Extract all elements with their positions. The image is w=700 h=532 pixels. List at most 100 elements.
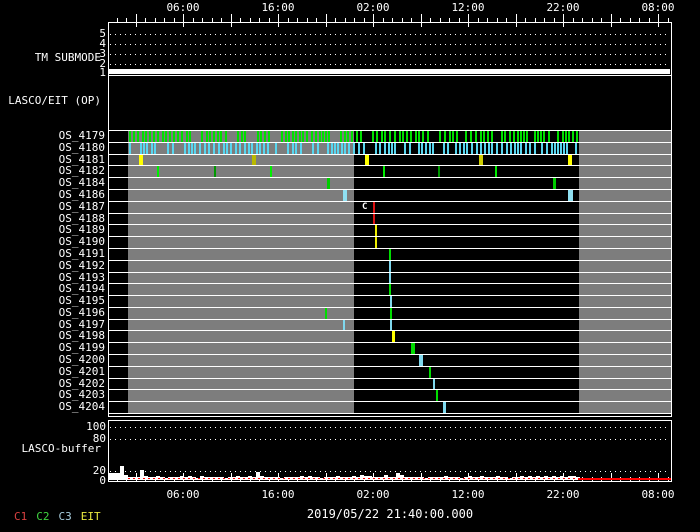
os-exposure-tick	[311, 131, 313, 142]
buffer-histogram-bar	[400, 475, 404, 480]
os-exposure-tick	[285, 131, 287, 142]
os-exposure-tick	[394, 143, 396, 154]
os-marker-glyph: C	[362, 202, 368, 212]
os-exposure-tick	[466, 143, 468, 154]
axis-tick-top	[183, 14, 184, 22]
os-exposure-tick	[226, 143, 228, 154]
tm-dotted-gridline	[110, 64, 670, 65]
os-exposure-tick	[427, 131, 429, 142]
os-row-label: OS_4198	[58, 329, 105, 342]
os-exposure-tick	[201, 131, 203, 142]
row-separator	[109, 154, 671, 155]
os-exposure-tick	[344, 131, 346, 142]
axis-tick-top	[364, 18, 365, 22]
axis-tick-bottom-inner	[611, 473, 612, 481]
os-exposure-tick	[391, 143, 393, 154]
os-exposure-tick	[534, 143, 536, 154]
buffer-histogram-bar	[508, 478, 512, 480]
os-exposure-tick	[576, 131, 578, 142]
os-exposure-tick	[189, 131, 191, 142]
os-exposure-tick	[151, 143, 153, 154]
axis-tick-top	[668, 18, 669, 22]
os-exposure-tick	[415, 131, 417, 142]
os-exposure-tick	[312, 143, 314, 154]
os-exposure-mark	[270, 166, 272, 177]
os-exposure-tick	[358, 143, 360, 154]
time-axis-label-bottom: 02:00	[356, 488, 390, 501]
time-axis-label-bottom: 16:00	[261, 488, 295, 501]
legend-item-c2: C2	[36, 510, 50, 523]
os-exposure-tick	[517, 143, 519, 154]
axis-tick-top	[421, 14, 422, 22]
os-exposure-tick	[480, 131, 482, 142]
os-exposure-tick	[223, 143, 225, 154]
buffer-histogram-bar	[460, 478, 464, 480]
os-exposure-tick	[418, 143, 420, 154]
os-row-label: OS_4204	[58, 400, 105, 413]
row-separator	[109, 213, 671, 214]
legend-item-c3: C3	[58, 510, 72, 523]
os-exposure-tick	[188, 143, 190, 154]
os-exposure-mark	[433, 379, 435, 389]
buffer-histogram-bar	[424, 478, 428, 480]
axis-tick-top-inner	[326, 23, 327, 27]
axis-tick-top	[506, 18, 507, 22]
os-exposure-tick	[334, 143, 336, 154]
os-exposure-tick	[292, 131, 294, 142]
os-row-label: OS_4203	[58, 388, 105, 401]
axis-tick-top	[259, 18, 260, 22]
axis-tick-top	[544, 18, 545, 22]
os-exposure-tick	[551, 143, 553, 154]
axis-tick-bottom-inner	[658, 473, 659, 481]
os-exposure-mark	[429, 367, 431, 378]
os-exposure-tick	[402, 131, 404, 142]
os-exposure-tick	[256, 143, 258, 154]
os-exposure-mark	[327, 178, 330, 189]
row-separator	[109, 366, 671, 367]
os-row-label: OS_4197	[58, 318, 105, 331]
axis-tick-top	[459, 18, 460, 22]
os-exposure-tick	[263, 143, 265, 154]
os-exposure-tick	[177, 131, 179, 142]
os-exposure-mark	[390, 308, 392, 319]
os-exposure-tick	[353, 143, 355, 154]
os-exposure-tick	[384, 143, 386, 154]
axis-tick-top	[601, 18, 602, 22]
os-exposure-tick	[526, 131, 528, 142]
buffer-ytick-label: 80	[92, 432, 106, 445]
os-exposure-tick	[546, 143, 548, 154]
os-exposure-tick	[572, 131, 574, 142]
os-exposure-mark	[325, 308, 327, 319]
axis-tick-top-inner	[278, 23, 279, 27]
os-exposure-tick	[360, 131, 362, 142]
os-exposure-tick	[153, 131, 155, 142]
os-exposure-tick	[529, 143, 531, 154]
os-exposure-tick	[220, 131, 222, 142]
os-exposure-tick	[344, 143, 346, 154]
os-exposure-tick	[351, 131, 353, 142]
os-exposure-tick	[331, 143, 333, 154]
os-exposure-mark	[375, 237, 377, 248]
tm-ytick-label: 2	[99, 57, 106, 70]
os-exposure-tick	[239, 143, 241, 154]
os-row-label: OS_4195	[58, 294, 105, 307]
axis-tick-top-inner	[231, 23, 232, 27]
axis-tick-top	[649, 18, 650, 22]
os-row-label: OS_4184	[58, 176, 105, 189]
axis-tick-top	[630, 18, 631, 22]
os-exposure-tick	[235, 143, 237, 154]
os-exposure-tick	[540, 131, 542, 142]
axis-tick-top	[563, 14, 564, 22]
buffer-histogram-bar	[124, 475, 128, 480]
os-exposure-tick	[372, 131, 374, 142]
axis-tick-top	[535, 18, 536, 22]
os-exposure-tick	[257, 131, 259, 142]
os-row-label: OS_4188	[58, 212, 105, 225]
tm-submode-value-bar	[109, 69, 670, 74]
os-exposure-tick	[491, 143, 493, 154]
os-exposure-tick	[384, 131, 386, 142]
axis-tick-top	[411, 18, 412, 22]
os-exposure-tick	[172, 143, 174, 154]
time-axis-label-top: 02:00	[356, 1, 390, 14]
axis-tick-top	[193, 18, 194, 22]
